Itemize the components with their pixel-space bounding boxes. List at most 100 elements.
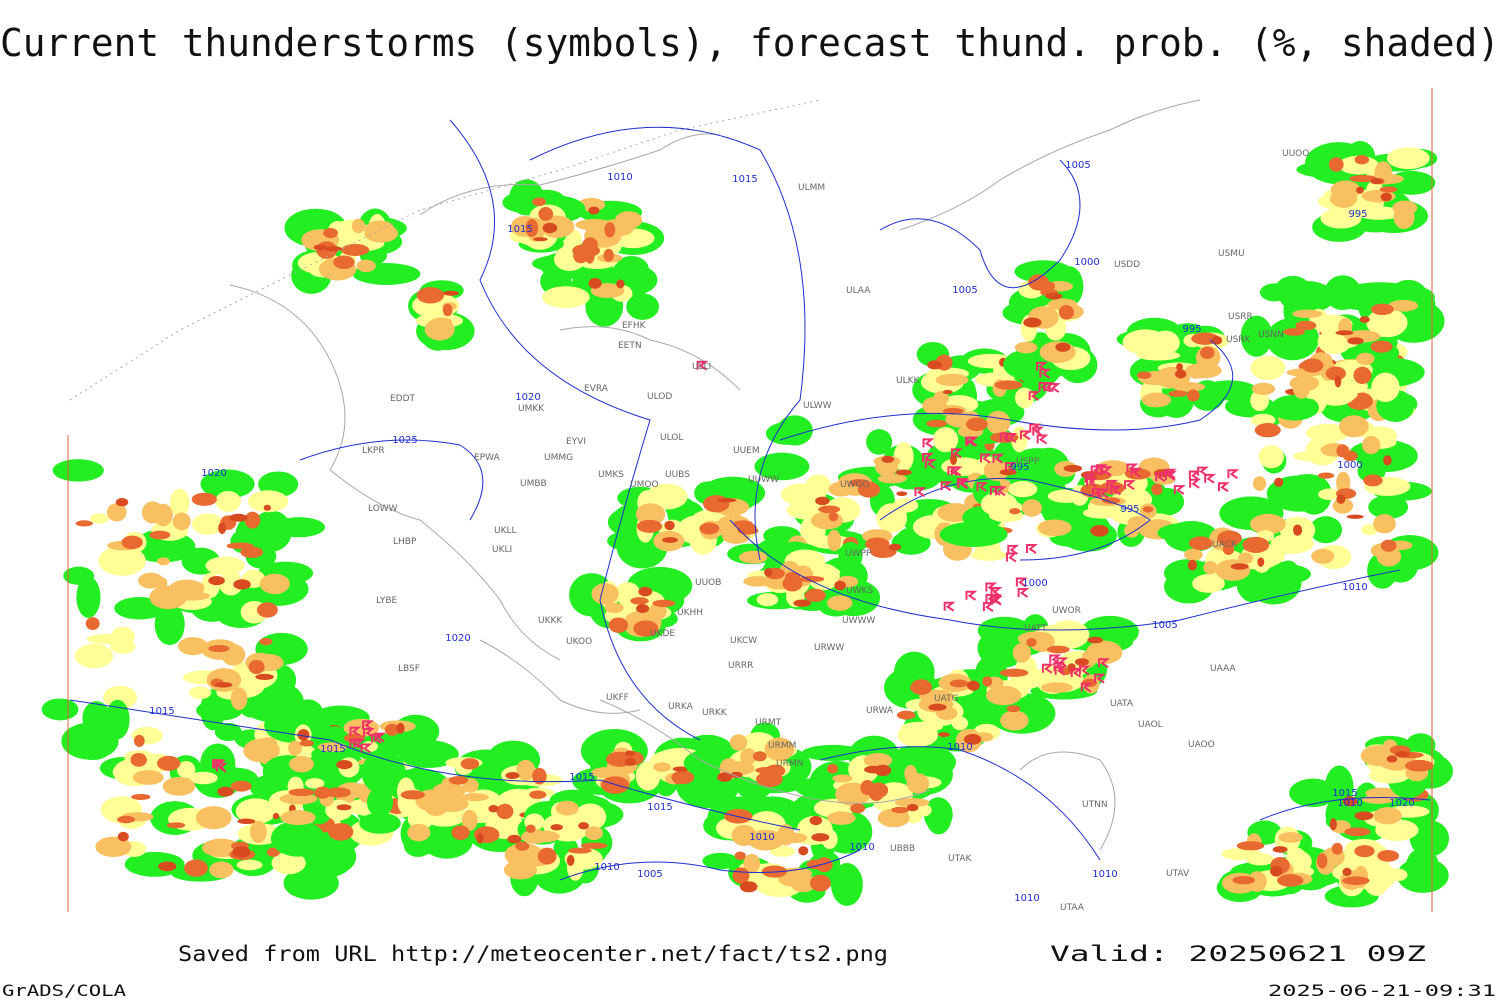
station-label: LOWW [368, 504, 398, 514]
shade-level [1055, 342, 1071, 352]
station-label: UWGG [840, 480, 869, 490]
shade-level [764, 737, 795, 761]
isobar-label: 1015 [1332, 788, 1357, 799]
shade-level [1283, 328, 1306, 336]
shade-level [982, 676, 993, 687]
shade-level [1349, 174, 1377, 183]
shade-level [206, 668, 242, 692]
shade-level [1331, 842, 1343, 855]
shade-level [1252, 476, 1267, 491]
shade-level [1136, 371, 1152, 379]
shade-level [249, 820, 267, 844]
storm-symbol [1124, 480, 1136, 491]
shade-level [117, 831, 129, 842]
storm-symbol [1028, 391, 1041, 401]
shade-level [635, 503, 666, 526]
storm-symbol [976, 482, 989, 492]
shade-level [90, 513, 109, 524]
shade-level [717, 498, 737, 503]
storm-symbol [1188, 470, 1201, 481]
coast [599, 699, 931, 804]
shade-level [1041, 682, 1073, 693]
shade-level [1217, 530, 1242, 546]
shade-level [881, 455, 895, 463]
shade-level [1274, 477, 1284, 488]
shade-level [1270, 533, 1315, 554]
isobar-label: 1010 [1337, 798, 1362, 809]
station-label: UKKK [538, 616, 563, 626]
shade-level [1026, 637, 1037, 647]
shade-level [601, 776, 630, 794]
storm-symbol [696, 360, 709, 371]
shade-level [1222, 543, 1235, 556]
station-label: UWWW [842, 616, 875, 626]
shade-level [364, 220, 395, 241]
labels: 1010 101510151020102510201005100010059959… [149, 149, 1414, 913]
shade-level [141, 501, 164, 524]
shade-level [496, 803, 514, 820]
shade-level [1250, 389, 1269, 412]
shade-level [1375, 819, 1419, 841]
shade-level [132, 770, 164, 785]
shade-level [1272, 846, 1288, 853]
shade-level [1124, 523, 1140, 538]
shade-level [521, 829, 550, 844]
shade-level [1394, 751, 1410, 758]
shade-level [1257, 557, 1265, 567]
shade-level [1380, 192, 1392, 202]
shade-level [828, 511, 839, 522]
shade-level [827, 763, 839, 774]
shade-level [288, 740, 302, 756]
station-label: UMKS [598, 470, 624, 480]
shade-level [1306, 423, 1349, 443]
shade-level [384, 723, 400, 736]
isobar-line [819, 746, 1101, 861]
isobar-label: 1010 [749, 832, 774, 843]
shade-level [1014, 341, 1038, 354]
station-label: UUOB [695, 578, 721, 588]
shade-level [734, 851, 746, 861]
shade-level [965, 417, 988, 432]
shade-green [200, 689, 226, 731]
shade-green [1279, 280, 1335, 314]
shade-level [635, 604, 650, 613]
station-label: UKCW [730, 636, 757, 646]
shade-green [1409, 820, 1450, 857]
shade-level [591, 583, 619, 605]
shade-level [209, 861, 234, 879]
shade-level [1221, 847, 1263, 861]
storm-symbol [1026, 543, 1038, 554]
storm-symbol [1126, 463, 1139, 474]
shade-level [1251, 382, 1276, 395]
shade-level [1354, 845, 1375, 858]
isobar-label: 995 [1348, 209, 1367, 220]
shade-green [765, 422, 809, 445]
shade-level [1316, 853, 1328, 869]
shade-level [1363, 866, 1389, 896]
shade-level [488, 805, 499, 813]
shade-level [1087, 636, 1104, 644]
shade-level [653, 762, 672, 772]
isobar-label: 1020 [201, 468, 226, 479]
shade-level [815, 496, 830, 506]
station-label: ULOD [647, 392, 672, 402]
title: Current thunderstorms (symbols), forecas… [0, 21, 1500, 65]
shade-level [1192, 574, 1225, 593]
isobar-label: 1020 [445, 633, 470, 644]
shade-level [1353, 366, 1372, 384]
shade-level [729, 734, 748, 751]
shade-level [770, 845, 796, 857]
shade-level [1074, 658, 1089, 666]
shade-level [1292, 309, 1323, 319]
shade-level [237, 818, 256, 825]
shade-level [810, 511, 844, 530]
shade-level [877, 474, 907, 484]
shade-green [1240, 315, 1273, 357]
shade-green [41, 698, 79, 721]
station-label: UMOO [630, 480, 659, 490]
shade-level [624, 757, 636, 766]
isobar-line [729, 519, 1401, 631]
shade-level [888, 543, 902, 551]
software: GrADS/COLA [2, 981, 126, 1000]
